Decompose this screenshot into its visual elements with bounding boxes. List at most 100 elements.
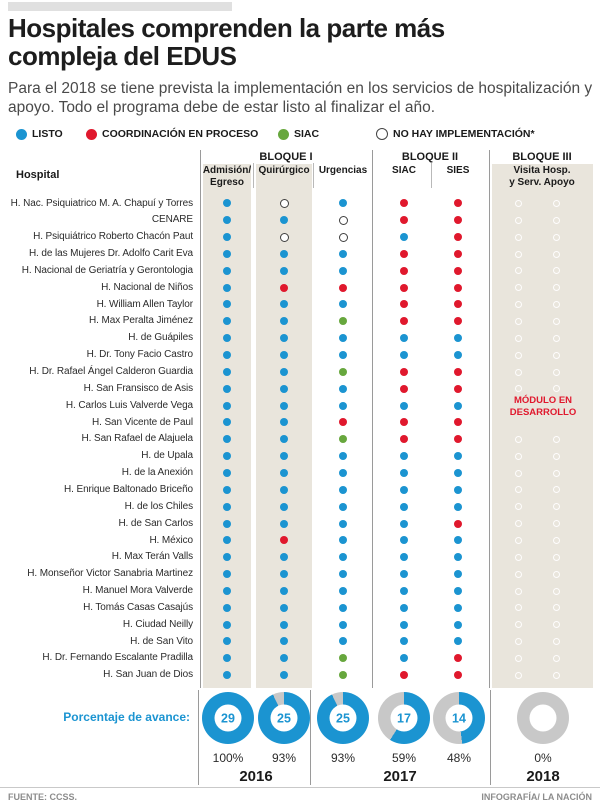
column-header-line2: Egreso [210, 176, 244, 188]
status-dot-sies [454, 233, 462, 242]
no-implementation-ring-icon [552, 604, 560, 612]
table-row: H. San Fransisco de Asis [0, 380, 600, 397]
status-dot-quirurgico [280, 300, 288, 309]
status-dot-admision-egreso [223, 485, 231, 494]
table-row: H. de la Anexión [0, 465, 600, 482]
status-dot-siac [400, 199, 408, 208]
status-dot-urgencias [339, 249, 347, 258]
no-implementation-ring-icon [514, 267, 522, 275]
hospital-name: H. de los Chiles [124, 500, 194, 512]
hospital-name: H. William Allen Taylor [96, 298, 194, 310]
hospital-name: H. Psiquiátrico Roberto Chacón Paut [33, 231, 193, 243]
progress-label: Porcentaje de avance: [63, 710, 190, 724]
no-implementation-ring-icon [514, 334, 522, 342]
legend-label: SIAC [294, 128, 320, 140]
year-label-2016: 2016 [239, 768, 273, 785]
column-header-line1: SIES [446, 165, 470, 176]
table-row: H. Nacional de Geriatría y Gerontologia [0, 262, 600, 279]
status-dot-admision-egreso [223, 249, 231, 258]
donut-percent: 100% [212, 751, 244, 765]
donut-ring: 29 [202, 692, 254, 744]
module-in-development-note: MÓDULO EN DESARROLLO [509, 395, 577, 419]
status-dot-admision-egreso [223, 199, 231, 208]
progress-donut: 29 100% [201, 692, 255, 765]
status-dot-urgencias [339, 199, 347, 208]
status-dot-admision-egreso [223, 300, 231, 309]
hospital-name: H. Monseñor Victor Sanabria Martinez [27, 568, 193, 580]
table-row: H. Dr. Tony Facio Castro [0, 347, 600, 364]
year-label-2017: 2017 [383, 768, 417, 785]
status-dot-admision-egreso [223, 586, 231, 595]
divider-subcol-b [313, 163, 314, 188]
column-header-line1: Urgencias [318, 165, 368, 176]
no-implementation-ring-icon [552, 334, 560, 342]
status-dot-admision-egreso [223, 384, 231, 393]
no-implementation-ring-icon [552, 469, 560, 477]
donut-hole: 17 [390, 704, 418, 732]
status-dot-sies [454, 603, 462, 612]
donut-count: 29 [221, 711, 235, 725]
no-implementation-ring-icon [514, 671, 522, 679]
status-dot-urgencias [339, 418, 347, 427]
infographic-credit: INFOGRAFÍA/ LA NACIÓN [481, 792, 592, 802]
status-dot-quirurgico [280, 216, 288, 225]
no-implementation-ring-icon [514, 284, 522, 292]
status-dot-siac [400, 586, 408, 595]
donut-hole [529, 704, 557, 732]
divider-bloque3 [489, 150, 490, 688]
no-implementation-ring-icon [552, 654, 560, 662]
status-dot-sies [454, 334, 462, 343]
hospital-name: H. Dr. Tony Facio Castro [86, 349, 193, 361]
status-dot-siac [400, 536, 408, 545]
status-dot-siac [400, 452, 408, 461]
progress-donut: 25 93% [257, 692, 311, 765]
status-dot-admision-egreso [223, 266, 231, 275]
no-implementation-ring-icon [552, 553, 560, 561]
status-dot-quirurgico [280, 468, 288, 477]
status-dot-siac [400, 603, 408, 612]
status-dot-siac [400, 216, 408, 225]
status-dot-admision-egreso [223, 367, 231, 376]
no-implementation-ring-icon [552, 301, 560, 309]
status-dot-quirurgico [280, 603, 288, 612]
donut-percent: 48% [446, 751, 472, 765]
status-dot-siac [400, 620, 408, 629]
legend-item-proceso: COORDINACIÓN EN PROCESO [86, 128, 258, 140]
status-dot-siac [400, 654, 408, 663]
hospital-name: H. de Guápiles [128, 332, 193, 344]
hospital-name: H. Ciudad Neilly [122, 618, 193, 630]
status-dot-siac [400, 317, 408, 326]
status-dot-admision-egreso [223, 401, 231, 410]
no-implementation-ring-icon [514, 216, 522, 224]
table-row: H. Ciudad Neilly [0, 616, 600, 633]
status-dot-sies [454, 317, 462, 326]
status-dot-urgencias [339, 485, 347, 494]
donut-ring: 17 [378, 692, 430, 744]
no-implementation-ring-icon [514, 570, 522, 578]
status-dot-urgencias [339, 671, 347, 680]
no-implementation-ring-icon [552, 621, 560, 629]
table-row: H. de los Chiles [0, 498, 600, 515]
donut-count: 25 [336, 711, 350, 725]
none-dot-icon [376, 128, 388, 140]
no-implementation-ring-icon [514, 452, 522, 460]
status-dot-quirurgico [280, 536, 288, 545]
status-dot-quirurgico [280, 570, 288, 579]
column-header-line1: Admisión/ [202, 165, 252, 176]
status-dot-siac [400, 384, 408, 393]
footer-divider [0, 787, 600, 788]
status-dot-sies [454, 401, 462, 410]
no-implementation-ring-icon [514, 604, 522, 612]
status-dot-urgencias [339, 334, 347, 343]
hospital-name: H. Dr. Rafael Ángel Calderon Guardia [29, 366, 193, 377]
status-dot-sies [454, 216, 462, 225]
status-dot-admision-egreso [223, 468, 231, 477]
block-header-2: BLOQUE II [401, 151, 459, 163]
status-dot-sies [454, 519, 462, 528]
column-header-line1: Quirúrgico [258, 165, 310, 176]
no-implementation-ring-icon [552, 317, 560, 325]
status-dot-siac [400, 570, 408, 579]
status-dot-admision-egreso [223, 334, 231, 343]
no-implementation-ring-icon [514, 385, 522, 393]
hospital-name: H. Manuel Mora Valverde [82, 585, 193, 597]
